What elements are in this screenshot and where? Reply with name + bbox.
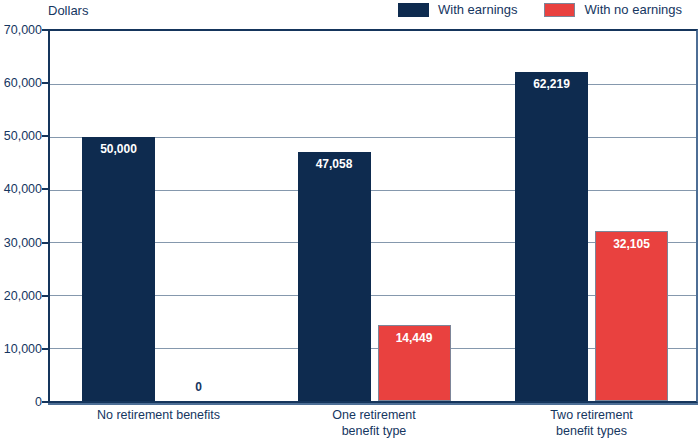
y-tick-label: 20,000: [0, 288, 42, 304]
gridline: [50, 84, 696, 85]
x-category-label: Two retirementbenefit types: [550, 407, 633, 439]
x-category-label-line: benefit type: [332, 423, 415, 439]
legend-label: With no earnings: [584, 2, 682, 17]
y-tick-mark: [42, 82, 48, 84]
plot-area: 50,000 47,058 14,449 62,219 32,105: [48, 29, 698, 403]
y-tick-mark: [42, 242, 48, 244]
y-tick-label: 60,000: [0, 75, 42, 91]
y-tick-mark: [42, 348, 48, 350]
y-axis-unit-label: Dollars: [48, 3, 88, 18]
legend-item: With earnings: [398, 2, 517, 17]
bar-with-earnings: 50,000: [82, 137, 155, 401]
x-category-label: One retirementbenefit type: [332, 407, 415, 439]
legend-item: With no earnings: [544, 2, 682, 17]
y-tick-mark: [42, 29, 48, 31]
legend-swatch-icon: [544, 3, 575, 17]
y-tick-label: 50,000: [0, 128, 42, 144]
legend-label: With earnings: [438, 2, 517, 17]
legend-swatch-icon: [398, 3, 429, 17]
bar-with-no-earnings: 32,105: [595, 231, 668, 401]
y-tick-label: 70,000: [0, 22, 42, 38]
x-category-label-line: No retirement benefits: [97, 407, 220, 423]
y-tick-label: 10,000: [0, 341, 42, 357]
legend: With earnings With no earnings: [398, 2, 682, 17]
bar-with-earnings: 47,058: [298, 152, 371, 401]
y-tick-label: 40,000: [0, 181, 42, 197]
x-category-label-line: Two retirement: [550, 407, 633, 423]
y-tick-mark: [42, 188, 48, 190]
bar-value-label: 14,449: [379, 326, 450, 345]
bar-value-label: 32,105: [596, 232, 667, 251]
y-tick-mark: [42, 295, 48, 297]
y-tick-label: 0: [0, 394, 42, 410]
bar-value-label: 50,000: [82, 137, 155, 156]
bar-value-label-zero: 0: [195, 380, 202, 394]
bar-value-label: 62,219: [515, 72, 588, 91]
y-tick-mark: [42, 401, 48, 403]
x-category-label: No retirement benefits: [97, 407, 220, 423]
y-tick-label: 30,000: [0, 235, 42, 251]
bar-with-no-earnings: 14,449: [378, 325, 451, 401]
bar-value-label: 47,058: [298, 152, 371, 171]
x-category-label-line: benefit types: [550, 423, 633, 439]
y-tick-mark: [42, 135, 48, 137]
bar-with-earnings: 62,219: [515, 72, 588, 401]
x-category-label-line: One retirement: [332, 407, 415, 423]
bar-chart: Dollars With earnings With no earnings 50…: [0, 0, 700, 442]
